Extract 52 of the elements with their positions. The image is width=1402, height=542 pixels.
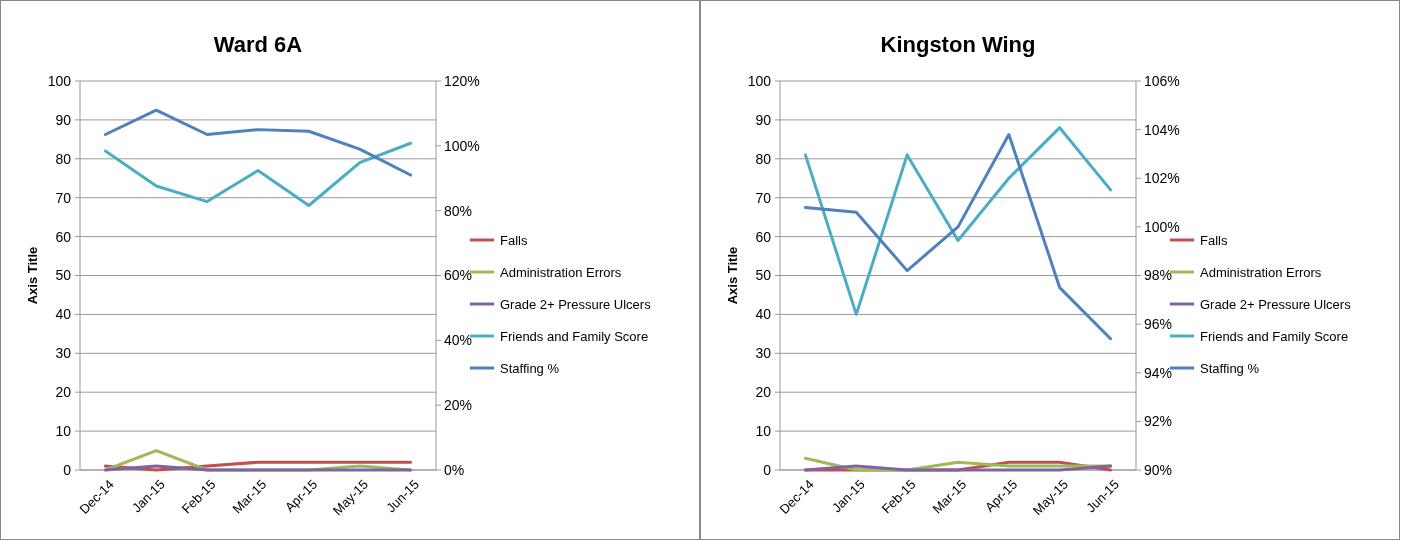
y-axis-title: Axis Title [725, 246, 740, 305]
y-tick-label: 30 [755, 345, 772, 362]
y-tick-label: 50 [55, 267, 72, 284]
y-tick-label: 100 [47, 72, 72, 89]
y-tick-label: 40 [55, 306, 72, 323]
y2-tick-label: 20% [444, 397, 473, 414]
y-tick-label: 40 [755, 306, 772, 323]
y2-tick-label: 92% [1144, 413, 1173, 430]
legend-label: Staffing % [1200, 360, 1260, 376]
legend-label: Falls [500, 232, 528, 248]
chart-title: Kingston Wing [880, 32, 1036, 57]
y-tick-label: 80 [55, 150, 72, 167]
y2-tick-label: 100% [1144, 218, 1180, 235]
y-tick-label: 70 [55, 189, 72, 206]
y-tick-label: 60 [755, 228, 772, 245]
y-tick-label: 60 [55, 228, 72, 245]
legend-label: Administration Errors [1200, 264, 1322, 280]
y2-tick-label: 60% [444, 267, 473, 284]
y-tick-label: 70 [755, 189, 772, 206]
y-tick-label: 10 [755, 423, 772, 439]
y2-tick-label: 102% [1144, 170, 1180, 187]
legend-label: Friends and Family Score [1200, 328, 1349, 344]
legend-label: Falls [1200, 232, 1228, 248]
y-tick-label: 0 [763, 461, 772, 478]
y2-tick-label: 40% [444, 332, 473, 349]
y2-tick-label: 106% [1144, 72, 1180, 89]
y2-tick-label: 100% [444, 137, 480, 154]
y-tick-label: 50 [755, 267, 772, 284]
y-tick-label: 100 [747, 72, 772, 89]
y-tick-label: 20 [755, 384, 772, 401]
legend-label: Staffing % [500, 360, 560, 376]
y-tick-label: 30 [55, 345, 72, 362]
y2-tick-label: 94% [1144, 364, 1173, 381]
y2-tick-label: 120% [444, 72, 480, 89]
y-tick-label: 90 [755, 111, 772, 128]
legend-label: Administration Errors [500, 264, 622, 280]
y2-tick-label: 96% [1144, 316, 1173, 333]
chart-title: Ward 6A [213, 32, 303, 57]
y-axis-title: Axis Title [25, 246, 40, 305]
y-tick-label: 0 [63, 461, 72, 478]
y-tick-label: 10 [55, 423, 72, 439]
y-tick-label: 80 [755, 150, 772, 167]
y2-tick-label: 80% [444, 202, 473, 219]
legend-label: Grade 2+ Pressure Ulcers [1200, 296, 1352, 312]
legend-label: Friends and Family Score [500, 328, 649, 344]
y-tick-label: 20 [55, 384, 72, 401]
y2-tick-label: 104% [1144, 121, 1180, 138]
y2-tick-label: 90% [1144, 461, 1173, 478]
y-tick-label: 90 [55, 111, 72, 128]
y2-tick-label: 98% [1144, 267, 1173, 284]
y2-tick-label: 0% [444, 461, 465, 478]
legend-label: Grade 2+ Pressure Ulcers [500, 296, 652, 312]
